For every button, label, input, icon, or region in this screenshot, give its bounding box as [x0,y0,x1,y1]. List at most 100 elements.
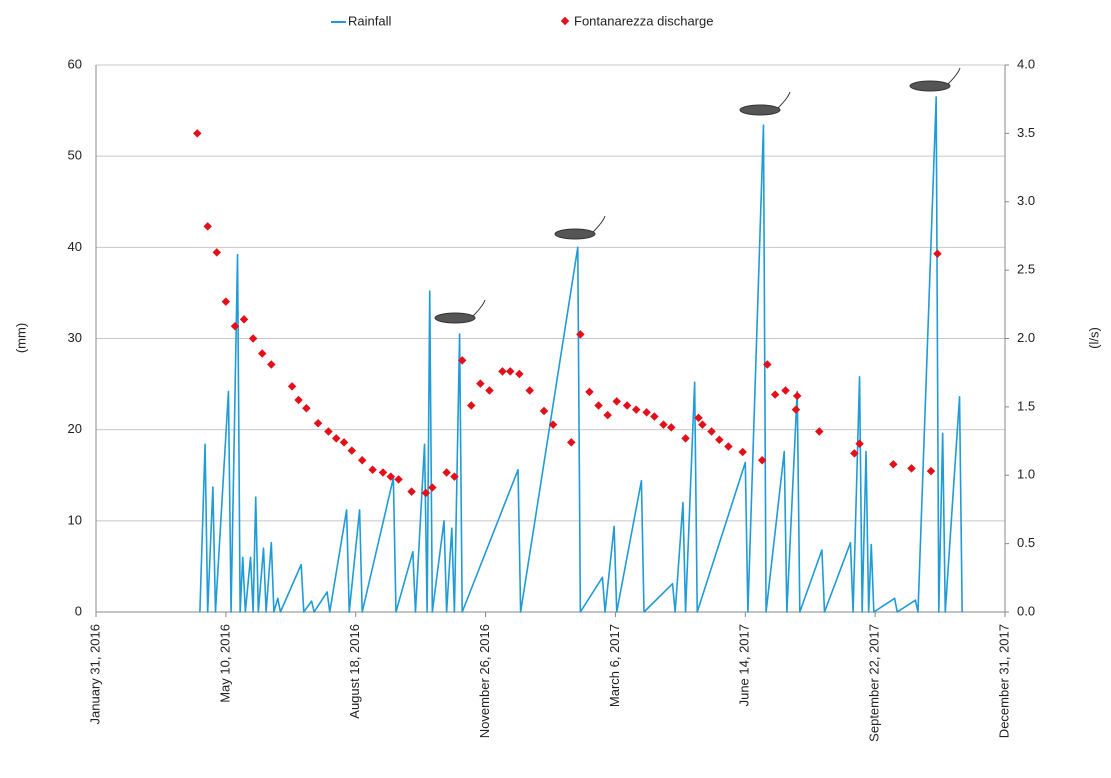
discharge-point [907,464,916,473]
x-tick-label: September 22, 2017 [867,624,882,742]
discharge-point [239,315,249,324]
discharge-point [694,413,703,423]
discharge-point [576,330,585,339]
x-tick-label: January 31, 2016 [87,624,102,724]
discharge-point [815,427,824,436]
discharge-point [850,449,859,458]
discharge-point [792,391,802,401]
y2-tick-label: 1.0 [1017,467,1035,482]
discharge-point [221,297,231,306]
y-tick-label: 0 [75,603,82,618]
discharge-point [442,468,451,477]
rainfall-line [199,96,963,613]
y-tick-label: 30 [68,330,82,345]
discharge-point [368,465,377,475]
icon [739,91,791,116]
discharge-point [294,395,303,405]
discharge-point [428,483,437,492]
y2-tick-label: 2.5 [1017,262,1035,277]
y2-tick-label: 0.5 [1017,535,1035,550]
discharge-point [515,369,524,379]
discharge-point [738,447,747,457]
icon [909,67,961,92]
legend-marker [560,16,570,26]
discharge-point [659,420,668,429]
discharge-point [450,472,459,481]
discharge-point [724,442,733,451]
discharge-point [339,438,349,447]
discharge-point [631,405,641,414]
y2-tick-label: 1.5 [1017,398,1035,413]
x-tick-label: May 10, 2016 [217,624,232,703]
discharge-point [642,408,651,417]
discharge-point [421,488,431,498]
discharge-point [193,129,202,138]
discharge-point [394,475,403,484]
discharge-point [313,419,323,428]
discharge-point [267,360,276,369]
discharge-point [331,434,341,443]
icon [554,215,606,240]
discharge-point [622,401,632,410]
discharge-point [485,386,494,395]
discharge-point [203,222,212,231]
x-tick-label: June 14, 2017 [737,624,752,706]
discharge-point [567,438,576,447]
discharge-point [585,387,594,397]
discharge-point [347,446,357,455]
y-tick-label: 10 [68,512,82,527]
x-tick-label: August 18, 2016 [347,624,362,719]
y2-tick-label: 3.5 [1017,125,1035,140]
discharge-point [539,406,549,416]
y-tick-label: 60 [68,56,82,71]
discharge-point [357,455,367,465]
discharge-point [763,360,772,369]
x-tick-label: November 26, 2016 [477,624,492,738]
discharge-point [257,349,267,358]
discharge-point [212,248,222,257]
discharge-point [548,420,558,429]
x-tick-label: December 31, 2017 [996,624,1011,738]
y2-tick-label: 3.0 [1017,193,1035,208]
y2-tick-label: 0.0 [1017,603,1035,618]
discharge-point [378,468,388,477]
discharge-point [498,367,507,376]
y-tick-label: 50 [68,148,82,163]
amphipod-icons [434,67,961,324]
discharge-point [467,401,476,410]
discharge-point [889,460,898,469]
discharge-point [457,356,467,365]
discharge-point [248,334,258,343]
discharge-point [506,367,515,376]
discharge-point [287,382,297,391]
discharge-point [612,397,621,406]
discharge-point [781,386,790,395]
y-tick-label: 20 [68,421,82,436]
discharge-point [302,403,311,413]
y-tick-label: 40 [68,239,82,254]
discharge-point [324,427,333,436]
discharge-point [855,439,864,449]
discharge-point [791,405,801,414]
discharge-point [594,401,603,410]
icon [434,299,486,324]
discharge-point [667,423,676,432]
discharge-point [707,427,716,436]
y2-tick-label: 2.0 [1017,330,1035,345]
discharge-point [715,435,724,444]
discharge-point [230,321,240,331]
legend-label: Rainfall [348,13,391,28]
discharge-point [650,412,659,421]
discharge-point [926,466,936,476]
discharge-point [757,455,767,465]
discharge-point [603,410,612,420]
legend-label: Fontanarezza discharge [574,13,713,28]
discharge-point [681,434,690,443]
y2-tick-label: 4.0 [1017,56,1035,71]
discharge-point [698,420,707,429]
legend: Rainfall Fontanarezza discharge [331,13,713,28]
y2-axis-label: (l/s) [1086,327,1101,349]
x-tick-label: March 6, 2017 [607,624,622,707]
y-axis-label: (mm) [13,323,28,353]
